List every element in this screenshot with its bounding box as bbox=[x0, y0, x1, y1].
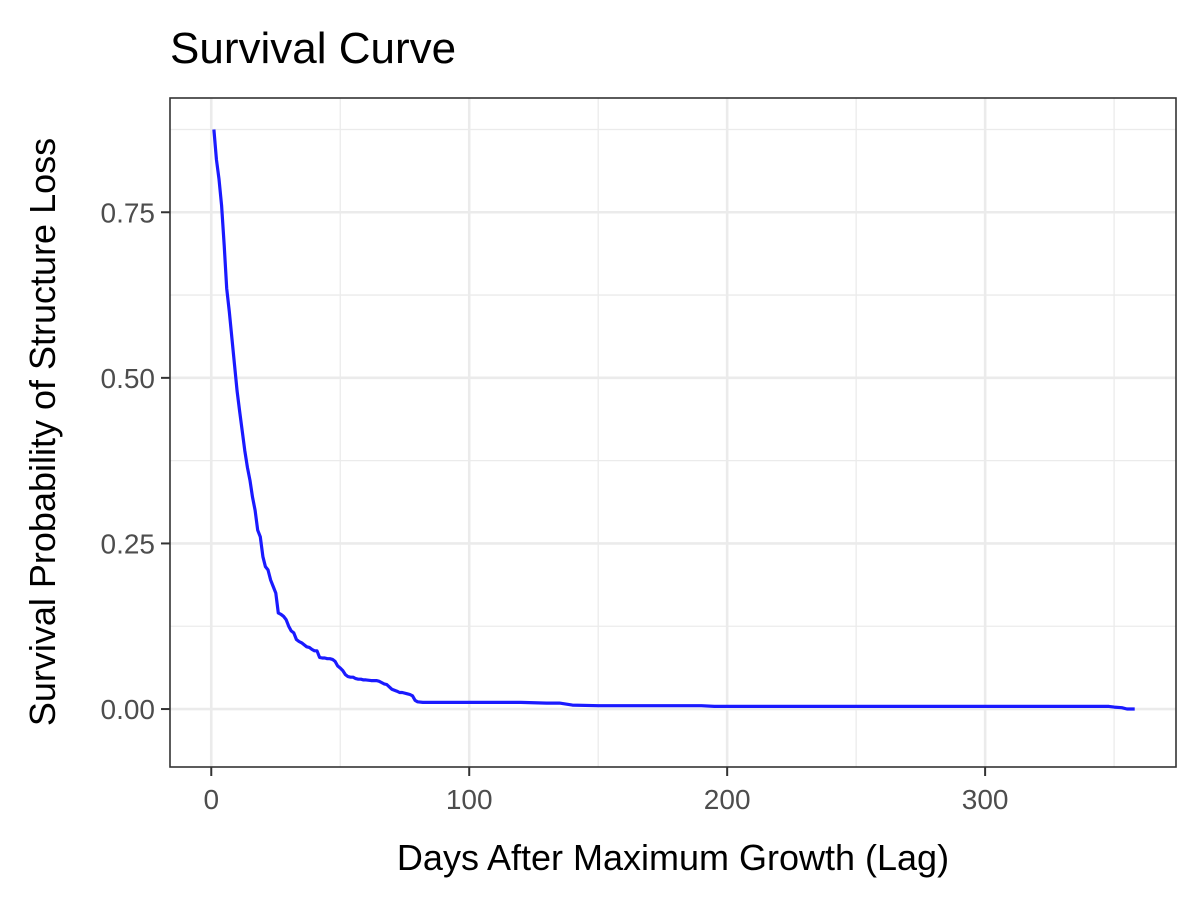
x-axis: 0 100 200 300 bbox=[203, 767, 1008, 815]
panel-border bbox=[169, 97, 1177, 768]
grid-minor bbox=[170, 98, 1176, 767]
x-axis-title: Days After Maximum Growth (Lag) bbox=[397, 837, 949, 878]
x-tick-label: 100 bbox=[446, 784, 493, 815]
plot-panel bbox=[170, 98, 1176, 767]
y-tick-label: 0.00 bbox=[101, 694, 156, 725]
x-tick-label: 200 bbox=[704, 784, 751, 815]
x-tick-label: 300 bbox=[962, 784, 1009, 815]
chart-title: Survival Curve bbox=[170, 24, 456, 73]
y-axis-title: Survival Probability of Structure Loss bbox=[22, 138, 63, 726]
y-tick-label: 0.25 bbox=[101, 528, 156, 559]
y-tick-label: 0.50 bbox=[101, 363, 156, 394]
grid-major bbox=[170, 98, 1176, 767]
x-tick-label: 0 bbox=[203, 784, 219, 815]
series-line bbox=[212, 129, 1135, 711]
series-layer bbox=[212, 129, 1135, 711]
y-axis: 0.00 0.25 0.50 0.75 bbox=[101, 197, 170, 725]
y-tick-label: 0.75 bbox=[101, 197, 156, 228]
